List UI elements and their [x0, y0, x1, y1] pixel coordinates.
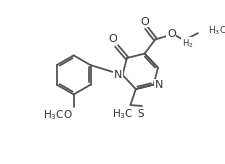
Text: H$_3$C: H$_3$C	[112, 107, 133, 121]
Text: S: S	[138, 109, 144, 119]
Text: N: N	[155, 80, 163, 90]
Text: H$_2$: H$_2$	[182, 38, 193, 50]
Text: O: O	[140, 17, 149, 27]
Text: H$_3$CO: H$_3$CO	[43, 108, 72, 122]
Text: O: O	[108, 34, 117, 44]
Text: O: O	[167, 29, 176, 39]
Text: H$_3$C: H$_3$C	[208, 24, 225, 37]
Text: N: N	[114, 70, 122, 80]
